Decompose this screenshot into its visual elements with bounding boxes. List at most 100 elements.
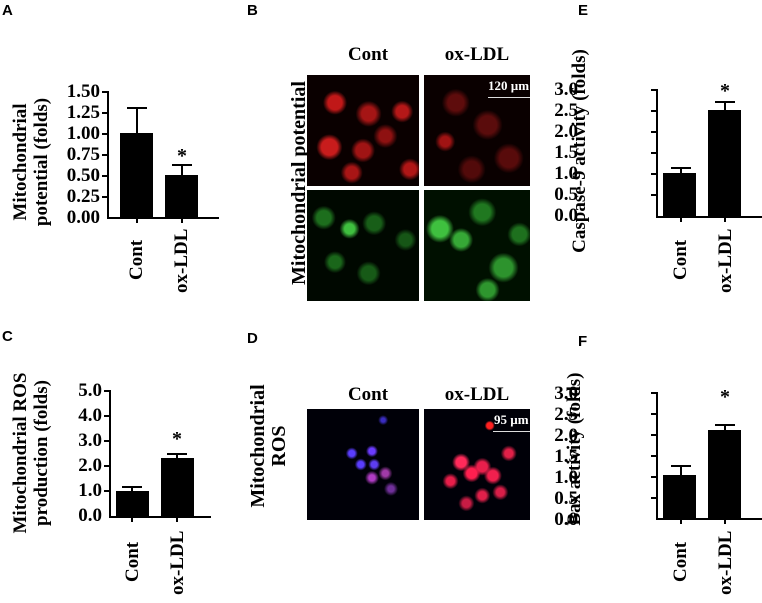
x-tick [724, 519, 726, 524]
y-tick [651, 89, 657, 91]
error-bar [724, 101, 726, 110]
xtick-label: Cont [670, 541, 691, 582]
panel-d-col-head-cont: Cont [347, 384, 389, 405]
ytick-label: 1.25 [66, 102, 100, 123]
ytick-label: 0.50 [66, 165, 100, 186]
panel-letter-a: A [2, 2, 13, 19]
y-axis [656, 392, 658, 520]
panel-letter-c: C [2, 328, 13, 345]
xtick-label: Cont [122, 541, 143, 582]
x-tick [680, 519, 682, 524]
ytick-label: 0.25 [66, 186, 100, 207]
ytick-label: 1.5 [554, 446, 578, 467]
ytick-label: 1.0 [554, 467, 578, 488]
x-tick [724, 217, 726, 222]
panel-letter-b: B [247, 2, 258, 19]
ytick-label: 5.0 [78, 380, 102, 401]
ytick-label: 2.5 [554, 404, 578, 425]
x-axis [656, 216, 762, 218]
y-tick [102, 91, 108, 93]
ytick-label: 0.0 [78, 505, 102, 526]
bar-cont [663, 475, 696, 518]
panel-d-row-label: Mitochondrial ROS [247, 381, 292, 511]
bar-cont [663, 173, 696, 216]
ytick-label: 2.5 [554, 100, 578, 121]
row-label-line2: ROS [268, 425, 290, 467]
ytick-label: 3.0 [554, 383, 578, 404]
y-axis [656, 89, 658, 218]
ytick-label: 3.0 [554, 79, 578, 100]
y-tick [102, 175, 108, 177]
y-tick [102, 154, 108, 156]
error-bar [181, 164, 183, 175]
x-tick [176, 517, 178, 522]
bar-ox-ldl [708, 430, 741, 518]
panel-letter-d: D [247, 330, 258, 347]
ylabel-line1: Mitochondrial ROS [10, 372, 31, 534]
error-bar [680, 465, 682, 475]
x-axis [107, 217, 219, 219]
micrograph-ox-ldl-green [424, 190, 530, 301]
error-cap [172, 164, 192, 166]
y-tick [651, 497, 657, 499]
y-tick [102, 196, 108, 198]
panel-b-col-head-ox-ldl: ox-LDL [444, 44, 510, 65]
y-tick [104, 415, 110, 417]
bar-ox-ldl [708, 110, 741, 216]
x-tick [680, 217, 682, 222]
y-tick [104, 490, 110, 492]
error-bar [724, 424, 726, 430]
micrograph-cont-ros [307, 409, 419, 520]
micrograph-ox-ldl-ros: 95 µm [424, 409, 530, 520]
error-bar [176, 453, 178, 458]
significance-star: * [720, 80, 730, 102]
ytick-label: 2.0 [554, 425, 578, 446]
y-tick [102, 133, 108, 135]
significance-star: * [720, 386, 730, 408]
y-tick [651, 110, 657, 112]
panel-d-col-head-ox-ldl: ox-LDL [444, 384, 510, 405]
x-tick [181, 218, 183, 223]
xtick-label: ox-LDL [715, 530, 736, 595]
error-bar [131, 486, 133, 491]
y-tick [651, 413, 657, 415]
xtick-label: Cont [670, 239, 691, 280]
y-tick [651, 455, 657, 457]
ytick-label: 1.50 [66, 81, 100, 102]
y-tick [651, 173, 657, 175]
ytick-label: 1.5 [554, 142, 578, 163]
chart-c: Mitochondrial ROS production (folds) 5.0… [0, 300, 240, 603]
ytick-label: 1.0 [554, 163, 578, 184]
micrograph-cont-red [307, 75, 419, 186]
panel-letter-f: F [578, 333, 588, 350]
y-tick [104, 390, 110, 392]
bar-cont [120, 133, 153, 217]
y-tick [651, 434, 657, 436]
ytick-label: 0.5 [554, 184, 578, 205]
y-tick [651, 476, 657, 478]
ytick-label: 0.75 [66, 144, 100, 165]
y-tick [104, 465, 110, 467]
ytick-label: 0.0 [554, 509, 578, 530]
error-cap [715, 101, 735, 103]
xtick-label: ox-LDL [167, 530, 188, 595]
chart-f: Bax activity (folds) 3.0 2.5 2.0 1.5 1.0… [520, 300, 762, 603]
micrograph-cont-green [307, 190, 419, 301]
bar-cont [116, 491, 149, 516]
y-axis [107, 91, 109, 219]
y-tick [104, 440, 110, 442]
bar-ox-ldl [161, 458, 194, 516]
scale-bar-label: 120 µm [488, 78, 530, 93]
micrograph-ox-ldl-red: 120 µm [424, 75, 530, 186]
significance-star: * [172, 428, 182, 450]
panel-letter-e: E [578, 2, 589, 19]
y-axis [109, 390, 111, 518]
y-tick [651, 152, 657, 154]
x-axis [109, 516, 211, 518]
error-bar [680, 167, 682, 173]
ytick-label: 3.0 [78, 430, 102, 451]
error-cap [671, 465, 691, 467]
bar-ox-ldl [165, 175, 198, 217]
ytick-label: 2.0 [554, 121, 578, 142]
ylabel-line1: Mitochondrial [10, 103, 31, 221]
